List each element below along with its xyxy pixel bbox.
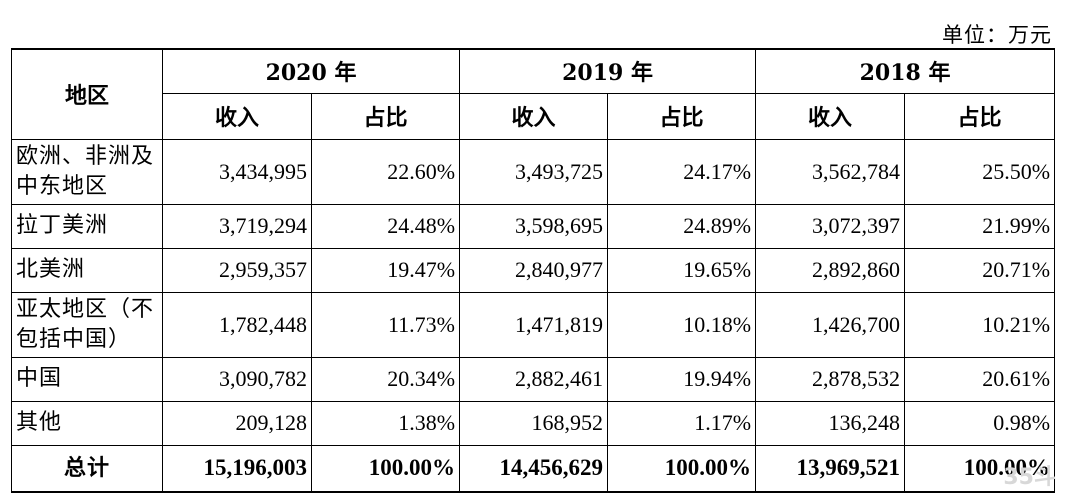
total-share-cell: 100.00%: [607, 444, 757, 493]
share-cell: 11.73%: [310, 291, 461, 358]
year-header-row: 地区 2020 年 2019 年 2018 年: [11, 48, 1056, 140]
share-cell: 19.94%: [607, 356, 757, 402]
revenue-cell: 2,840,977: [459, 247, 609, 293]
total-revenue-cell: 14,456,629: [459, 444, 609, 493]
revenue-cell: 3,090,782: [162, 356, 312, 402]
watermark-logo: 35斗: [1003, 465, 1056, 490]
region-column-header: 地区: [11, 48, 163, 140]
table-row: 北美洲 2,959,357 19.47% 2,840,977 19.65% 2,…: [11, 247, 1056, 293]
revenue-cell: 2,878,532: [755, 356, 906, 402]
region-cell: 中国: [11, 356, 163, 402]
revenue-cell: 209,128: [162, 400, 312, 446]
revenue-cell: 2,892,860: [755, 247, 906, 293]
share-cell: 24.48%: [310, 203, 461, 249]
year-header-2018: 2018 年: [755, 48, 1056, 94]
year-header-2019: 2019 年: [459, 48, 757, 94]
metric-header-row: 收入 占比 收入 占比 收入 占比: [12, 92, 1056, 140]
revenue-cell: 3,562,784: [755, 138, 906, 205]
share-cell: 19.47%: [310, 247, 461, 293]
revenue-cell: 3,072,397: [755, 203, 906, 249]
share-cell: 20.71%: [904, 247, 1056, 293]
share-cell: 21.99%: [904, 203, 1056, 249]
share-cell: 10.21%: [904, 291, 1056, 358]
revenue-by-region-table: 地区 2020 年 2019 年 2018 年 收入 占比 收入 占比 收入 占…: [11, 48, 1056, 493]
total-share-cell: 100.00%: [904, 444, 1056, 493]
revenue-cell: 1,471,819: [459, 291, 609, 358]
table-row: 欧洲、非洲及中东地区 3,434,995 22.60% 3,493,725 24…: [11, 138, 1056, 205]
table-row: 拉丁美洲 3,719,294 24.48% 3,598,695 24.89% 3…: [11, 203, 1056, 249]
share-cell: 25.50%: [904, 138, 1056, 205]
year-header-2020: 2020 年: [161, 48, 461, 94]
revenue-cell: 168,952: [459, 400, 609, 446]
revenue-cell: 1,426,700: [755, 291, 906, 358]
revenue-cell: 3,434,995: [162, 138, 312, 205]
revenue-cell: 3,493,725: [459, 138, 609, 205]
revenue-cell: 2,959,357: [162, 247, 312, 293]
table-row: 中国 3,090,782 20.34% 2,882,461 19.94% 2,8…: [11, 356, 1056, 402]
share-header: 占比: [310, 92, 461, 140]
revenue-header: 收入: [459, 92, 609, 140]
share-header: 占比: [904, 92, 1056, 140]
total-row: 总计 15,196,003 100.00% 14,456,629 100.00%…: [11, 444, 1056, 493]
share-cell: 19.65%: [607, 247, 757, 293]
share-cell: 1.38%: [310, 400, 461, 446]
region-cell: 拉丁美洲: [11, 203, 163, 249]
revenue-header: 收入: [755, 92, 906, 140]
region-cell: 欧洲、非洲及中东地区: [11, 138, 163, 205]
revenue-header: 收入: [162, 92, 312, 140]
share-cell: 20.34%: [310, 356, 461, 402]
total-share-cell: 100.00%: [310, 444, 461, 493]
revenue-cell: 3,598,695: [459, 203, 609, 249]
share-cell: 22.60%: [310, 138, 461, 205]
total-label: 总计: [11, 444, 163, 493]
region-cell: 北美洲: [11, 247, 163, 293]
share-cell: 24.89%: [607, 203, 757, 249]
share-cell: 10.18%: [607, 291, 757, 358]
revenue-cell: 1,782,448: [162, 291, 312, 358]
share-header: 占比: [607, 92, 757, 140]
total-revenue-cell: 15,196,003: [162, 444, 312, 493]
table-row: 其他 209,128 1.38% 168,952 1.17% 136,248 0…: [11, 400, 1056, 446]
revenue-cell: 136,248: [755, 400, 906, 446]
share-cell: 20.61%: [904, 356, 1056, 402]
share-cell: 1.17%: [607, 400, 757, 446]
table-row: 亚太地区（不包括中国） 1,782,448 11.73% 1,471,819 1…: [11, 291, 1056, 358]
revenue-cell: 3,719,294: [162, 203, 312, 249]
share-cell: 24.17%: [607, 138, 757, 205]
unit-label: 单位：万元: [942, 23, 1052, 47]
total-revenue-cell: 13,969,521: [755, 444, 906, 493]
region-cell: 其他: [11, 400, 163, 446]
share-cell: 0.98%: [904, 400, 1056, 446]
region-cell: 亚太地区（不包括中国）: [11, 291, 163, 358]
revenue-cell: 2,882,461: [459, 356, 609, 402]
